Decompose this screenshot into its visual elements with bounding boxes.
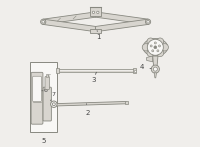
Circle shape — [151, 65, 159, 73]
Text: 1: 1 — [96, 31, 101, 40]
Circle shape — [97, 11, 99, 14]
Polygon shape — [147, 56, 153, 62]
Bar — [30, 62, 57, 132]
Circle shape — [147, 20, 149, 23]
FancyBboxPatch shape — [43, 87, 51, 121]
Text: 3: 3 — [91, 72, 96, 83]
Polygon shape — [43, 12, 96, 24]
Polygon shape — [154, 73, 156, 78]
Circle shape — [51, 101, 57, 107]
Bar — [125, 101, 128, 104]
Polygon shape — [43, 19, 96, 32]
Text: 6: 6 — [42, 88, 48, 93]
Bar — [90, 6, 101, 16]
Circle shape — [161, 44, 168, 51]
Circle shape — [154, 42, 156, 44]
Circle shape — [154, 46, 157, 49]
Text: 7: 7 — [50, 92, 56, 101]
Circle shape — [142, 44, 150, 51]
Circle shape — [157, 50, 159, 52]
Ellipse shape — [143, 39, 168, 56]
Circle shape — [152, 50, 154, 52]
Circle shape — [156, 38, 164, 45]
FancyBboxPatch shape — [31, 72, 43, 124]
Circle shape — [147, 49, 154, 57]
Bar — [133, 68, 136, 73]
FancyBboxPatch shape — [33, 76, 41, 101]
Circle shape — [41, 19, 46, 24]
Circle shape — [147, 39, 163, 55]
Circle shape — [42, 20, 45, 23]
Bar — [90, 29, 101, 34]
Polygon shape — [153, 56, 158, 66]
Circle shape — [156, 49, 164, 57]
Bar — [56, 68, 59, 73]
Circle shape — [158, 45, 161, 47]
Text: 2: 2 — [86, 104, 90, 116]
Polygon shape — [95, 19, 148, 32]
Text: 4: 4 — [140, 64, 151, 70]
Circle shape — [145, 19, 151, 24]
Circle shape — [52, 103, 55, 106]
Circle shape — [153, 67, 157, 71]
Circle shape — [147, 38, 154, 45]
Circle shape — [92, 11, 95, 14]
Bar — [46, 74, 48, 77]
Text: 5: 5 — [41, 138, 46, 144]
Polygon shape — [95, 12, 148, 24]
Bar — [58, 69, 135, 72]
Bar — [134, 70, 136, 72]
Circle shape — [150, 45, 152, 47]
FancyBboxPatch shape — [45, 77, 49, 89]
Polygon shape — [56, 101, 126, 106]
